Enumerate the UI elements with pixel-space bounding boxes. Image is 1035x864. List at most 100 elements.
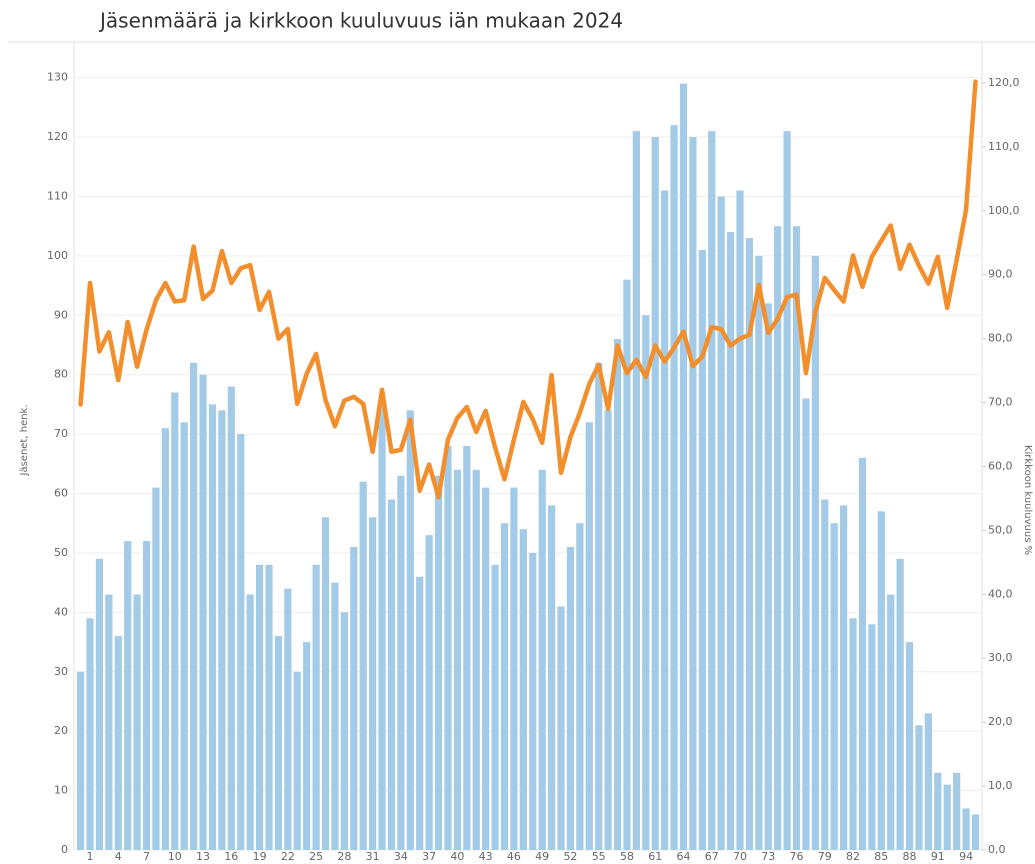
x-tick-label: 22 <box>281 850 295 863</box>
bar <box>868 624 876 850</box>
bar <box>133 594 141 850</box>
bar <box>434 475 443 850</box>
bar <box>246 594 254 850</box>
bar <box>934 772 942 850</box>
bar <box>708 131 716 850</box>
bar <box>463 446 471 850</box>
x-tick-label: 46 <box>507 850 521 863</box>
bar <box>971 814 980 850</box>
bar <box>303 642 311 850</box>
y-tick-label: 40 <box>54 605 68 618</box>
bar <box>114 636 122 850</box>
bar <box>849 618 857 850</box>
y2-tick-label: 0,0 <box>988 843 1006 856</box>
y2-axis-label: Kirkkoon kuuluvuus % <box>1022 445 1033 555</box>
bar <box>124 541 132 850</box>
y2-tick-label: 50,0 <box>988 523 1013 536</box>
x-tick-label: 25 <box>309 850 323 863</box>
y2-tick-label: 90,0 <box>988 268 1013 281</box>
bar <box>453 469 461 850</box>
bar <box>350 547 358 850</box>
y2-tick-label: 20,0 <box>988 715 1013 728</box>
y-tick-label: 60 <box>54 487 68 500</box>
y-tick-label: 20 <box>54 724 68 737</box>
bar <box>190 362 198 850</box>
y2-tick-label: 110,0 <box>988 140 1020 153</box>
bar <box>774 226 782 851</box>
x-tick-label: 4 <box>115 850 122 863</box>
bar <box>161 428 169 850</box>
x-tick-label: 43 <box>479 850 493 863</box>
x-tick-label: 10 <box>168 850 182 863</box>
x-tick-label: 73 <box>761 850 775 863</box>
bar <box>538 469 546 850</box>
x-tick-label: 58 <box>620 850 634 863</box>
bar <box>896 558 904 850</box>
bar <box>255 564 264 850</box>
bar <box>877 511 885 850</box>
bar <box>566 547 575 850</box>
bar <box>792 226 801 851</box>
x-tick-label: 55 <box>592 850 606 863</box>
bar <box>95 558 104 850</box>
bar <box>237 434 245 850</box>
bar <box>265 564 273 850</box>
bar <box>858 457 867 850</box>
x-tick-label: 40 <box>450 850 464 863</box>
bar <box>953 772 961 850</box>
bar <box>802 398 810 850</box>
x-tick-label: 31 <box>366 850 380 863</box>
bar <box>152 487 160 850</box>
x-tick-label: 52 <box>563 850 577 863</box>
y-tick-label: 10 <box>54 784 68 797</box>
bar <box>717 196 725 850</box>
bar <box>482 487 490 850</box>
x-tick-label: 70 <box>733 850 747 863</box>
bar <box>821 499 829 850</box>
bar <box>500 523 509 850</box>
bar <box>491 564 499 850</box>
bar <box>905 642 914 850</box>
bar <box>331 582 339 850</box>
bar <box>924 713 932 850</box>
bar <box>604 410 612 850</box>
bar <box>227 386 235 850</box>
bar <box>406 410 414 850</box>
bar <box>171 392 179 850</box>
y-tick-label: 50 <box>54 546 68 559</box>
y2-tick-label: 30,0 <box>988 651 1013 664</box>
bar <box>887 594 895 850</box>
y2-tick-label: 60,0 <box>988 459 1013 472</box>
bar <box>444 446 452 850</box>
y-tick-label: 100 <box>47 249 68 262</box>
bar <box>86 618 94 850</box>
bar <box>613 339 622 850</box>
x-tick-label: 61 <box>648 850 662 863</box>
bar <box>698 249 706 851</box>
bar <box>340 612 348 850</box>
x-tick-label: 34 <box>394 850 408 863</box>
bar <box>77 671 85 850</box>
bar <box>736 190 744 850</box>
bar <box>472 469 480 850</box>
bar <box>557 606 565 850</box>
bar <box>670 125 678 851</box>
x-tick-label: 64 <box>676 850 690 863</box>
bar <box>830 523 838 850</box>
bar <box>576 523 584 850</box>
x-tick-label: 76 <box>790 850 804 863</box>
bar <box>180 422 188 850</box>
bar <box>595 362 603 850</box>
bar <box>755 255 763 851</box>
bar <box>199 374 207 850</box>
x-tick-label: 91 <box>931 850 945 863</box>
bar <box>632 131 640 850</box>
y-axis-label: Jäsenet, henk. <box>19 404 30 476</box>
chart-title: Jäsenmäärä ja kirkkoon kuuluvuus iän muk… <box>98 9 623 33</box>
x-tick-label: 85 <box>874 850 888 863</box>
x-tick-label: 37 <box>422 850 436 863</box>
x-tick-label: 13 <box>196 850 210 863</box>
y-tick-label: 80 <box>54 368 68 381</box>
bar <box>661 190 669 850</box>
